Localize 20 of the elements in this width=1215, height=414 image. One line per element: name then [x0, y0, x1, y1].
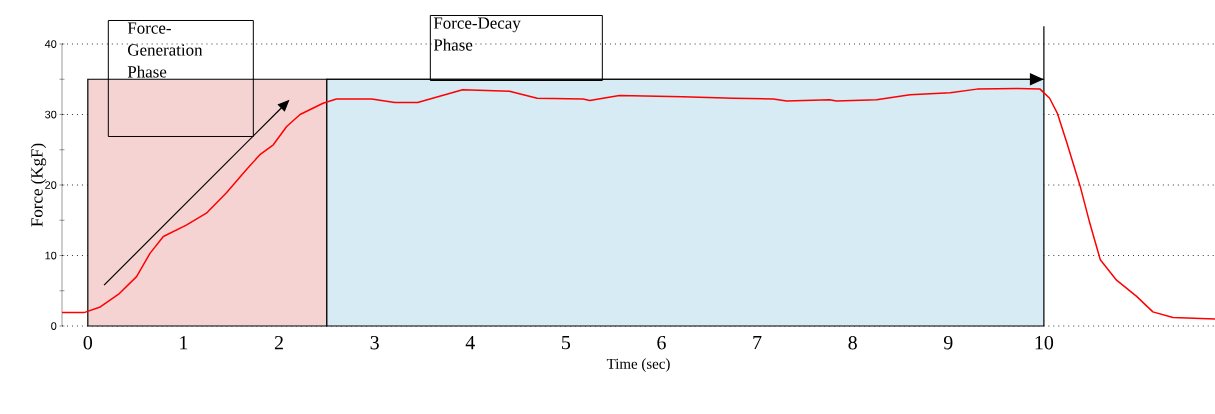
x-tick-label: 5 [562, 336, 571, 350]
y-tick-label: 20 [45, 181, 57, 189]
y-tick-label: 30 [45, 110, 57, 119]
x-tick-label: 9 [943, 336, 953, 350]
x-tick-label: 0 [83, 336, 93, 350]
x-tick-label: 10 [1035, 336, 1054, 350]
band-label: Force-Decay Phase [433, 17, 521, 51]
x-tick-label: 7 [753, 336, 762, 350]
x-tick-label: 6 [657, 336, 666, 350]
x-tick-label: 3 [370, 336, 379, 350]
x-tick-label: 2 [274, 336, 283, 350]
y-tick-label: 0 [51, 322, 57, 330]
band-label: Force-Generation Phase [127, 22, 203, 78]
y-tick-label: 40 [44, 40, 57, 48]
line-series [61, 87, 1215, 320]
y-tick-label: 10 [45, 251, 57, 260]
x-axis-title: Time (sec) [606, 358, 670, 372]
x-tick-label: 1 [180, 336, 188, 350]
x-tick-label: 8 [848, 336, 857, 350]
x-tick-label: 4 [465, 336, 475, 350]
